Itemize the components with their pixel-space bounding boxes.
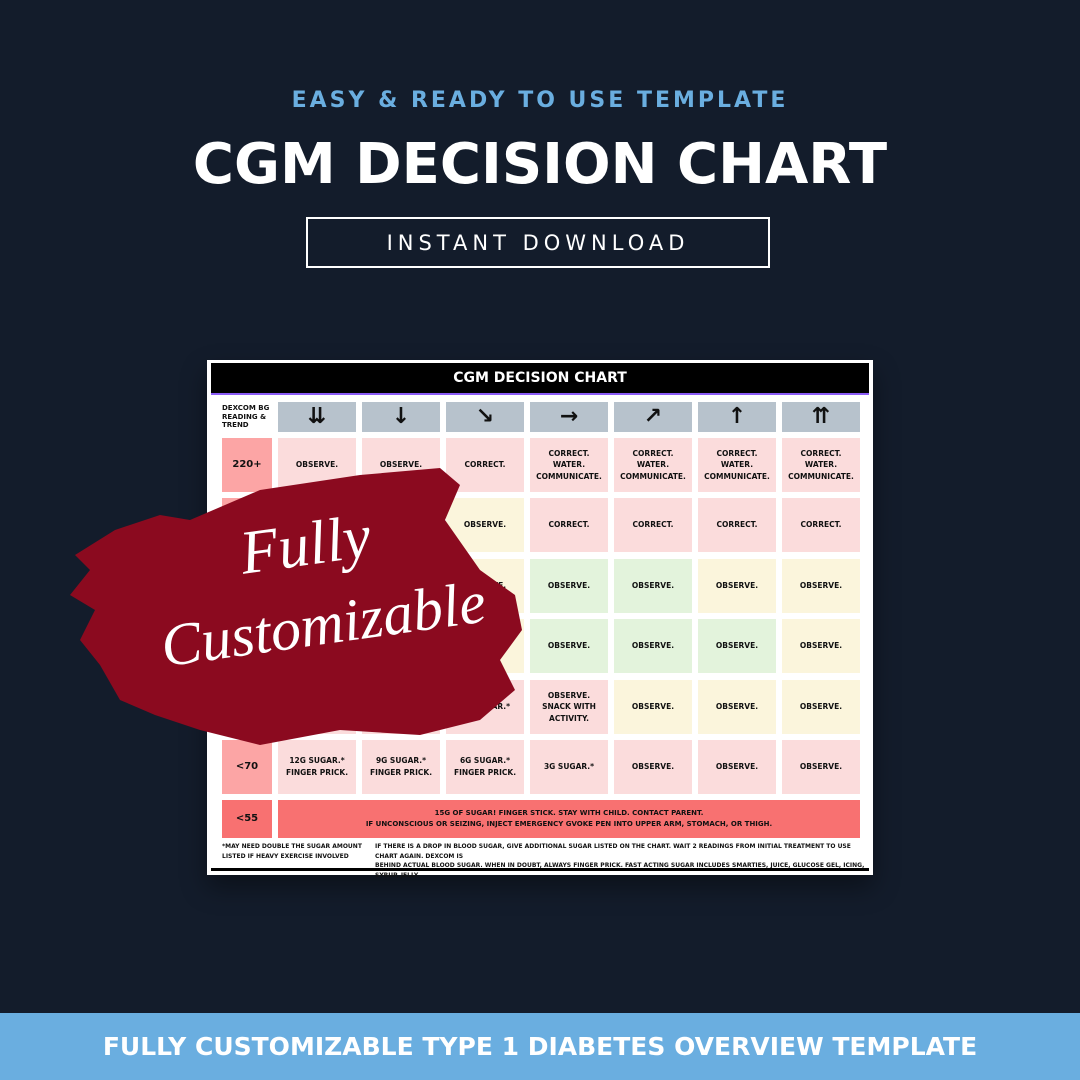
table-cell: OBSERVE. [698, 619, 776, 673]
title: CGM DECISION CHART [192, 132, 888, 197]
row-label: <55 [222, 800, 272, 838]
table-cell: OBSERVE. [446, 498, 524, 552]
table-cell: CORRECT. [530, 498, 608, 552]
table-cell: OBSERVE. [614, 680, 692, 734]
trend-arrow: ⇈ [782, 402, 860, 432]
table-cell: OBSERVE. [698, 559, 776, 613]
trend-arrow: ↑ [698, 402, 776, 432]
trend-arrow: ↗ [614, 402, 692, 432]
table-cell: OBSERVE. [782, 559, 860, 613]
table-cell: CORRECT. [782, 498, 860, 552]
trend-arrow: ↘ [446, 402, 524, 432]
bottom-banner: FULLY CUSTOMIZABLE TYPE 1 DIABETES OVERV… [0, 1013, 1080, 1080]
trend-arrow: → [530, 402, 608, 432]
footnote: IF THERE IS A DROP IN BLOOD SUGAR, GIVE … [375, 843, 865, 879]
download-button[interactable]: INSTANT DOWNLOAD [306, 217, 770, 268]
card-title: CGM DECISION CHART [211, 363, 869, 395]
table-cell: OBSERVE. [530, 619, 608, 673]
emergency-cell: 15G OF SUGAR! FINGER STICK. STAY WITH CH… [278, 800, 860, 838]
table-cell: OBSERVE. [530, 559, 608, 613]
table-cell: CORRECT. WATER. COMMUNICATE. [614, 438, 692, 492]
table-cell: OBSERVE. [614, 559, 692, 613]
trend-arrow: ⇊ [278, 402, 356, 432]
table-cell: CORRECT. [614, 498, 692, 552]
table-cell: OBSERVE. [782, 680, 860, 734]
table-cell: 6G SUGAR.* FINGER PRICK. [446, 740, 524, 794]
row-label: 220+ [222, 438, 272, 492]
table-cell: 9G SUGAR.* FINGER PRICK. [362, 740, 440, 794]
table-cell: 3G SUGAR.* [530, 740, 608, 794]
table-cell: CORRECT. [446, 438, 524, 492]
row-label: <70 [222, 740, 272, 794]
table-cell: OBSERVE. [614, 740, 692, 794]
table-cell: CORRECT. WATER. COMMUNICATE. [782, 438, 860, 492]
footnote: *MAY NEED DOUBLE THE SUGAR AMOUNT LISTED… [222, 843, 362, 860]
table-cell: CORRECT. WATER. COMMUNICATE. [698, 438, 776, 492]
brush-stroke [70, 468, 522, 745]
table-cell: OBSERVE. [782, 740, 860, 794]
bottom-rule [211, 868, 869, 871]
table-cell: CORRECT. [698, 498, 776, 552]
table-cell: CORRECT. WATER. COMMUNICATE. [530, 438, 608, 492]
table-cell: OBSERVE. SNACK WITH ACTIVITY. [530, 680, 608, 734]
table-cell: 12G SUGAR.* FINGER PRICK. [278, 740, 356, 794]
table-cell: OBSERVE. [782, 619, 860, 673]
table-cell: OBSERVE. [698, 680, 776, 734]
tagline: EASY & READY TO USE TEMPLATE [291, 88, 789, 113]
table-cell: OBSERVE. [698, 740, 776, 794]
trend-arrow: ↓ [362, 402, 440, 432]
table-cell: OBSERVE. [614, 619, 692, 673]
corner-label: DEXCOM BG READING & TREND [222, 404, 270, 430]
